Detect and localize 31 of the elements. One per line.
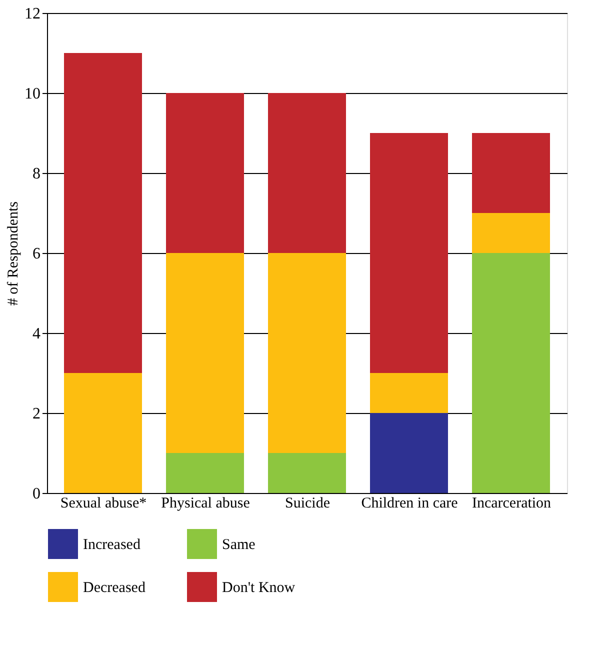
bar (268, 93, 346, 253)
y-tick-label: 12 (24, 6, 40, 22)
bar (370, 373, 448, 413)
y-tick-label: 4 (32, 326, 40, 342)
x-tick-label: Sexual abuse* (60, 496, 147, 512)
x-tick-label: Physical abuse (161, 496, 250, 512)
legend-label: Decreased (83, 580, 146, 596)
bar (166, 453, 244, 493)
bar (268, 453, 346, 493)
x-tick-label: Children in care (361, 496, 458, 512)
bar (166, 93, 244, 253)
bar (166, 253, 244, 453)
y-tick-label: 2 (32, 406, 40, 422)
bar (370, 413, 448, 493)
y-tick-label: 10 (24, 86, 40, 102)
bar (268, 253, 346, 453)
y-tick-label: 0 (32, 486, 40, 502)
legend-label: Don't Know (222, 580, 296, 596)
y-tick-label: 8 (32, 166, 40, 182)
x-tick-label: Suicide (285, 496, 330, 512)
legend-label: Same (222, 537, 256, 553)
y-tick-label: 6 (32, 246, 40, 262)
bar (472, 253, 550, 493)
legend-label: Increased (83, 537, 141, 553)
x-tick-label: Incarceration (472, 496, 552, 512)
bar (370, 133, 448, 373)
bar (64, 53, 142, 373)
bar (472, 213, 550, 253)
y-axis-title: # of Respondents (6, 201, 22, 306)
bar (64, 373, 142, 493)
bar (472, 133, 550, 213)
